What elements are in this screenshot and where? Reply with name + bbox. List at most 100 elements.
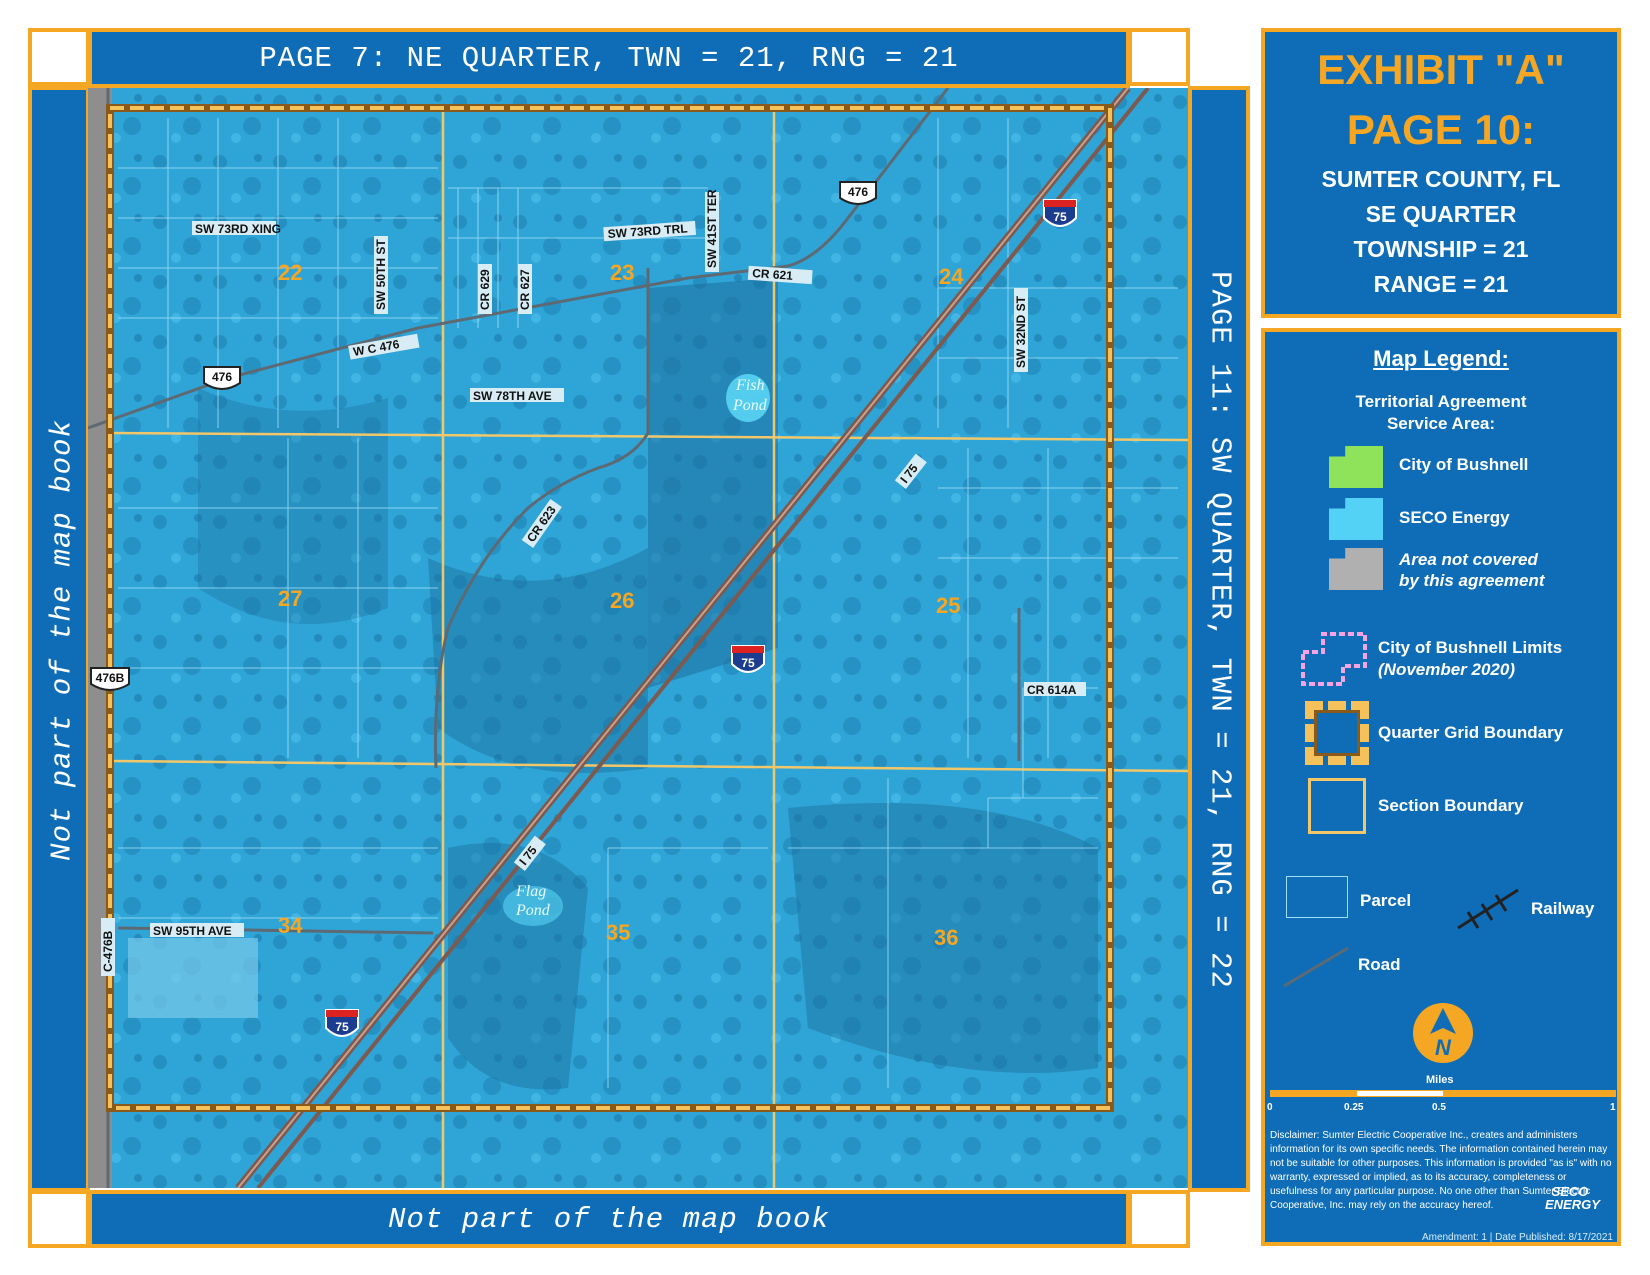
fish-pond-label-2: Pond [732,397,768,414]
solar-field [128,938,258,1018]
interstate-shield-north: 75 [1043,199,1077,227]
corner-bottom-right [1128,1190,1190,1248]
svg-text:476: 476 [212,370,232,384]
legend-label-railway: Railway [1531,899,1595,918]
exhibit-panel: EXHIBIT "A" PAGE 10: SUMTER COUNTY, FL S… [1261,28,1621,318]
right-side-text: PAGE 11: SW QUARTER, TWN = 21, RNG = 22 [1203,271,1237,989]
road-label-sw78th: SW 78TH AVE [473,389,552,403]
flag-pond [503,886,563,926]
top-banner: PAGE 7: NE QUARTER, TWN = 21, RNG = 21 [88,28,1130,88]
exhibit-county: SUMTER COUNTY, FL [1321,166,1561,192]
exhibit-title: EXHIBIT "A" [1317,46,1565,93]
road-label-sw73rd-trl: SW 73RD TRL [607,221,688,241]
road-label-cr621: CR 621 [752,266,794,283]
parcel-lines [118,118,1178,1088]
road-label-cr614a: CR 614A [1027,683,1077,697]
swatch-bushnell-limits [1301,632,1367,686]
section-22: 22 [278,260,302,285]
road-label-cr629: CR 629 [478,269,492,310]
svg-text:476: 476 [848,185,868,199]
map-canvas: 22 23 24 27 26 25 34 35 36 SW 73RD XING … [88,88,1188,1188]
svg-text:N: N [1435,1035,1452,1060]
legend-label-limits-2: (November 2020) [1378,660,1516,679]
flag-pond-label-1: Flag [515,883,546,900]
legend-label-seco: SECO Energy [1399,508,1510,527]
road-line-icon [1283,946,1349,988]
legend-subtitle-2: Service Area: [1386,414,1496,433]
interstate-shield-south: 75 [325,1009,359,1037]
left-side-text: Not part of the map book [45,419,79,861]
bottom-banner: Not part of the map book [88,1190,1130,1248]
exhibit-quarter: SE QUARTER [1365,201,1517,227]
scale-tick-025: 0.25 [1344,1102,1364,1113]
road-label-sw50th: SW 50TH ST [374,239,388,310]
road-label-sw95th: SW 95TH AVE [153,924,232,938]
scale-tick-05: 0.5 [1432,1102,1446,1113]
exhibit-range: RANGE = 21 [1373,271,1509,297]
section-25: 25 [936,593,960,618]
legend-label-not-covered-1: Area not covered [1399,550,1538,569]
left-side-panel: Not part of the map book [28,86,90,1192]
scale-tick-1: 1 [1610,1102,1616,1113]
swatch-quarter-grid [1305,701,1369,765]
legend-label-section: Section Boundary [1378,796,1524,815]
exhibit-page: PAGE 10: [1346,106,1536,153]
corner-top-left [28,28,90,86]
road-label-c476b: C-476B [101,930,115,972]
exhibit-township: TOWNSHIP = 21 [1353,236,1529,262]
interstate-shield-middle: 75 [731,645,765,673]
scale-seg-1 [1271,1091,1357,1096]
quarter-grid-boundary-dash [108,106,1112,1110]
forest-patch [788,803,1098,1073]
section-27: 27 [278,586,302,611]
svg-text:75: 75 [741,656,755,670]
section-26: 26 [610,588,634,613]
publish-footer: Amendment: 1 | Date Published: 8/17/2021 [1421,1232,1613,1243]
legend-label-limits-1: City of Bushnell Limits [1378,638,1563,657]
section-34: 34 [278,913,303,938]
legend-label-bushnell: City of Bushnell [1399,455,1529,474]
legend-label-quarter-grid: Quarter Grid Boundary [1378,723,1564,742]
legend-label-not-covered-2: by this agreement [1399,571,1545,590]
road-label-sw41st: SW 41ST TER [705,189,719,268]
north-arrow-icon: N [1413,1003,1473,1063]
road-label-sw73rd-xing: SW 73RD XING [195,222,281,236]
state-road-shield-476b: 476B [90,667,130,691]
scale-miles-label: Miles [1426,1074,1454,1086]
forest-patch [198,388,388,624]
legend-label-road: Road [1358,955,1401,974]
state-road-shield-476-west: 476 [203,366,241,390]
legend-subtitle-1: Territorial Agreement [1355,392,1527,411]
svg-text:75: 75 [335,1020,349,1034]
top-banner-text: PAGE 7: NE QUARTER, TWN = 21, RNG = 21 [259,41,959,75]
road-label-sw32nd: SW 32ND ST [1014,295,1028,368]
section-numbers: 22 23 24 27 26 25 34 35 36 [278,260,964,950]
railway-icon [1457,888,1519,930]
forest-patch [448,843,588,1090]
scale-seg-3 [1443,1091,1615,1096]
disclaimer-text: Disclaimer: Sumter Electric Cooperative … [1270,1130,1612,1211]
right-side-panel: PAGE 11: SW QUARTER, TWN = 21, RNG = 22 [1188,86,1250,1192]
road-labels: SW 73RD XING SW 50TH ST CR 629 CR 627 SW… [101,189,1086,976]
corner-top-right [1128,28,1190,86]
svg-text:75: 75 [1053,210,1067,224]
fish-pond-label-1: Fish [735,377,764,394]
scale-seg-2 [1357,1091,1443,1096]
legend-label-parcel: Parcel [1360,891,1412,910]
corner-bottom-left [28,1190,90,1248]
bottom-banner-text: Not part of the map book [388,1202,830,1236]
state-road-shield-476-north: 476 [839,181,877,205]
scale-bar [1270,1090,1616,1097]
water-labels: Fish Pond Flag Pond [515,377,768,919]
fish-pond [726,374,770,422]
flag-pond-label-2: Pond [515,902,551,919]
scale-tick-0: 0 [1267,1102,1273,1113]
swatch-section [1308,778,1366,834]
forest-patch [428,548,648,773]
seco-logo-text: SECO ENERGY [1545,1184,1600,1212]
road-label-cr627: CR 627 [518,269,532,310]
map-area[interactable]: 22 23 24 27 26 25 34 35 36 SW 73RD XING … [88,88,1188,1188]
swatch-parcel [1286,876,1348,918]
section-35: 35 [606,920,630,945]
seco-logo: SECO ENERGY [1545,1185,1607,1221]
